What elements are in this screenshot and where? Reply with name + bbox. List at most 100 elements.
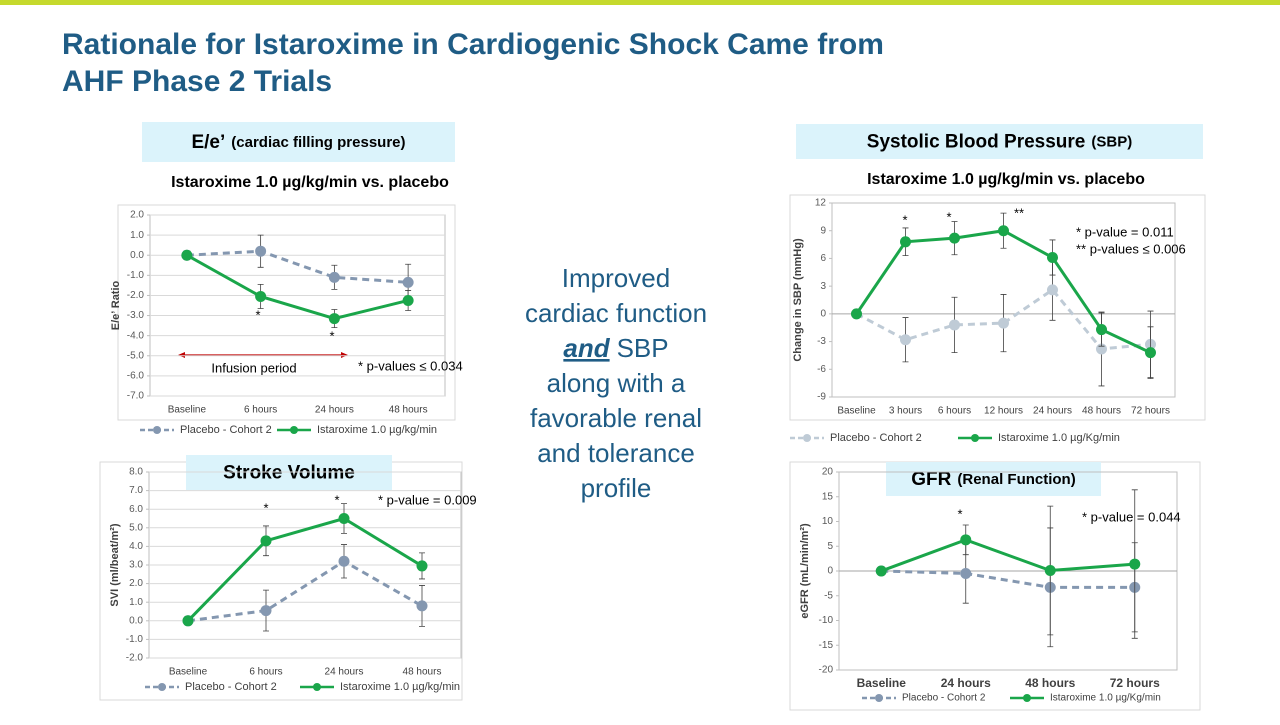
y-tick-label: 0 bbox=[820, 308, 826, 319]
data-point bbox=[338, 513, 350, 524]
header-box bbox=[796, 124, 1203, 159]
center-line: cardiac function bbox=[525, 298, 707, 328]
legend-label: Istaroxime 1.0 µg/Kg/min bbox=[998, 432, 1120, 444]
error-cap bbox=[951, 296, 958, 354]
data-point bbox=[1047, 252, 1058, 264]
header-box bbox=[886, 462, 1101, 496]
data-point bbox=[998, 225, 1009, 237]
legend-marker bbox=[971, 434, 979, 442]
x-tick-label: 72 hours bbox=[1131, 406, 1170, 417]
data-point bbox=[875, 565, 887, 577]
y-tick-label: 20 bbox=[822, 467, 834, 478]
legend-marker bbox=[290, 426, 298, 434]
chart-title: Systolic Blood Pressure (SBP) bbox=[867, 132, 1132, 153]
y-tick-label: 3 bbox=[820, 281, 826, 292]
data-point bbox=[998, 317, 1009, 329]
y-tick-label: 10 bbox=[822, 516, 834, 527]
legend-marker bbox=[158, 683, 166, 691]
series-line bbox=[187, 559, 423, 623]
x-tick-label: 3 hours bbox=[889, 406, 922, 417]
y-tick-label: 6.0 bbox=[129, 504, 143, 515]
slide-title: AHF Phase 2 Trials bbox=[62, 65, 332, 98]
center-line: and tolerance bbox=[537, 438, 695, 468]
legend-marker bbox=[803, 434, 811, 442]
y-axis-label: SVI (ml/beat/m²) bbox=[109, 523, 121, 606]
annotation: ** p-values ≤ 0.006 bbox=[1076, 241, 1186, 256]
error-cap bbox=[1098, 311, 1105, 387]
x-tick-label: Baseline bbox=[837, 406, 876, 417]
error-cap bbox=[419, 552, 425, 580]
data-point bbox=[960, 534, 972, 546]
y-tick-label: 5 bbox=[827, 541, 833, 552]
y-tick-label: 1.0 bbox=[129, 597, 143, 608]
data-point bbox=[900, 334, 911, 346]
y-tick-label: 5.0 bbox=[129, 522, 143, 533]
x-tick-label: 24 hours bbox=[325, 667, 364, 678]
data-point bbox=[328, 313, 340, 325]
chart-title-main: GFR bbox=[911, 469, 951, 490]
panel-border bbox=[789, 194, 1206, 421]
x-tick-label: 72 hours bbox=[1110, 676, 1160, 690]
annotation: * bbox=[334, 492, 339, 507]
error-cap bbox=[1047, 505, 1054, 636]
y-tick-label: 9 bbox=[820, 225, 826, 236]
error-cap bbox=[257, 283, 264, 309]
center-emphasis: and bbox=[563, 333, 610, 363]
y-tick-label: -3 bbox=[817, 336, 826, 347]
y-tick-label: -2.0 bbox=[127, 290, 145, 301]
series-line bbox=[186, 516, 423, 622]
legend-label: Istaroxime 1.0 µg/kg/min bbox=[317, 424, 437, 436]
data-point bbox=[416, 600, 428, 612]
legend-marker bbox=[1023, 694, 1031, 702]
x-tick-label: Baseline bbox=[169, 667, 208, 678]
y-tick-label: 0.0 bbox=[129, 615, 143, 626]
y-tick-label: -3.0 bbox=[127, 310, 145, 321]
data-point bbox=[260, 535, 272, 547]
y-tick-label: 7.0 bbox=[129, 485, 143, 496]
chart-title-main: Systolic Blood Pressure bbox=[867, 132, 1086, 153]
data-point bbox=[402, 294, 414, 306]
error-cap bbox=[405, 290, 412, 311]
y-tick-label: 12 bbox=[815, 198, 827, 209]
legend-marker bbox=[153, 426, 161, 434]
error-cap bbox=[341, 544, 347, 579]
data-point bbox=[402, 276, 414, 288]
error-cap bbox=[263, 589, 269, 632]
chart-title-main: E/e’ bbox=[191, 132, 225, 153]
annotation: * bbox=[263, 500, 268, 515]
y-tick-label: 8.0 bbox=[129, 467, 143, 478]
y-tick-label: 1.0 bbox=[130, 230, 144, 241]
chart-title: Stroke Volume bbox=[223, 463, 355, 484]
data-point bbox=[1047, 284, 1058, 296]
error-cap bbox=[1147, 326, 1154, 379]
error-cap bbox=[1131, 489, 1138, 639]
x-tick-label: 48 hours bbox=[1082, 406, 1121, 417]
error-cap bbox=[902, 317, 909, 363]
chart-title-note: (SBP) bbox=[1091, 133, 1132, 150]
annotation: Infusion period bbox=[211, 360, 296, 375]
data-point bbox=[260, 605, 272, 617]
x-tick-label: 24 hours bbox=[1033, 406, 1072, 417]
slide-title: Rationale for Istaroxime in Cardiogenic … bbox=[62, 28, 884, 61]
x-tick-label: 48 hours bbox=[1025, 676, 1075, 690]
data-point bbox=[1145, 347, 1156, 359]
y-tick-label: -4.0 bbox=[127, 330, 145, 341]
y-tick-label: -7.0 bbox=[127, 391, 145, 402]
annotation: * p-value = 0.011 bbox=[1076, 224, 1174, 239]
chart-subtitle: Istaroxime 1.0 µg/kg/min vs. placebo bbox=[867, 171, 1145, 188]
x-tick-label: 48 hours bbox=[403, 667, 442, 678]
error-cap bbox=[331, 309, 338, 329]
y-axis-label: Change in SBP (mmHg) bbox=[792, 238, 804, 362]
chart-title-main: Stroke Volume bbox=[223, 463, 355, 484]
annotation: * bbox=[902, 212, 907, 227]
annotation: * bbox=[946, 209, 951, 224]
data-point bbox=[338, 555, 350, 567]
plot-border bbox=[831, 202, 1176, 398]
data-point bbox=[900, 236, 911, 248]
error-cap bbox=[1000, 212, 1007, 249]
center-line: profile bbox=[581, 473, 652, 503]
chart-title: GFR (Renal Function) bbox=[911, 469, 1075, 490]
annotation: * p-values ≤ 0.034 bbox=[358, 358, 463, 373]
y-tick-label: -5.0 bbox=[127, 350, 145, 361]
